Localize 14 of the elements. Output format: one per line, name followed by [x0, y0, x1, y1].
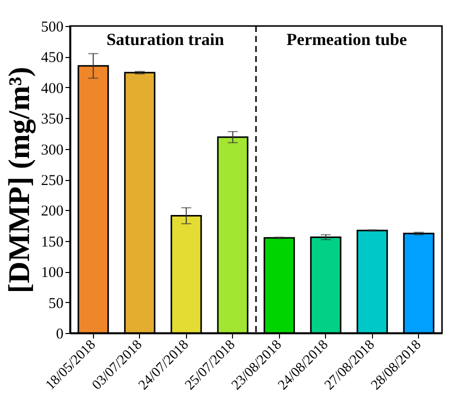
y-tick-label: 100	[41, 265, 64, 282]
y-axis-title: [DMMP] (mg/m³)	[3, 66, 36, 294]
y-tick-label: 150	[41, 234, 64, 250]
annotation: Permeation tube	[286, 30, 408, 49]
y-tick-label: 0	[56, 326, 64, 342]
annotation: Saturation train	[106, 30, 225, 49]
y-tick-label: 50	[48, 296, 64, 312]
y-tick-label: 500	[41, 20, 64, 36]
y-tick-label: 250	[41, 173, 64, 189]
y-tick-label: 350	[41, 112, 64, 128]
y-tick-label: 200	[41, 204, 64, 220]
y-tick-label: 400	[41, 80, 64, 97]
y-tick-label: 450	[41, 50, 64, 66]
y-tick-label: 300	[41, 142, 64, 158]
